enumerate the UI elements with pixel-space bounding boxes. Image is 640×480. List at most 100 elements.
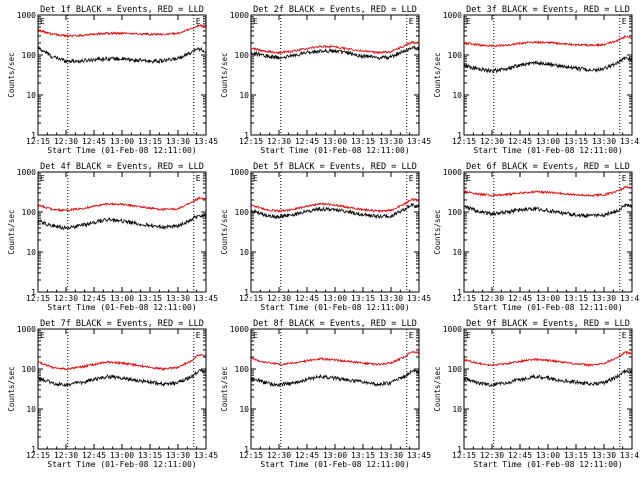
marker-label-right: E	[196, 17, 201, 26]
panel-title: Det 7f BLACK = Events, RED = LLD	[40, 319, 204, 329]
panel-7: Det 7f BLACK = Events, RED = LLD 1 10 100 10…	[7, 319, 218, 469]
x-tick-label: 12:15	[239, 294, 263, 303]
plot-frame	[463, 171, 633, 293]
x-tick-label: 12:45	[295, 294, 319, 303]
x-tick-label: 13:30	[379, 294, 403, 303]
y-tick-label: 100	[235, 51, 250, 60]
x-axis-label: Start Time (01-Feb-08 12:11:00)	[47, 303, 196, 312]
x-axis-label: Start Time (01-Feb-08 12:11:00)	[47, 460, 196, 469]
series-line-lld	[37, 23, 207, 38]
panel-title: Det 2f BLACK = Events, RED = LLD	[253, 5, 417, 15]
series-line-events	[463, 56, 633, 74]
y-tick-label: 10	[26, 405, 36, 414]
x-tick-label: 13:30	[166, 294, 190, 303]
x-tick-label: 13:00	[110, 294, 134, 303]
plot-frame	[463, 328, 633, 450]
marker-label-right: E	[196, 331, 201, 340]
x-tick-label: 13:45	[407, 137, 431, 146]
series-line-events	[250, 203, 420, 220]
x-tick-label: 13:45	[194, 137, 218, 146]
x-tick-label: 12:45	[82, 137, 106, 146]
x-tick-label: 13:00	[323, 137, 347, 146]
x-tick-label: 12:30	[54, 137, 78, 146]
series-line-events	[37, 368, 207, 388]
y-tick-label: 1000	[17, 11, 36, 20]
x-tick-label: 12:30	[267, 137, 291, 146]
x-tick-label: 13:45	[194, 294, 218, 303]
x-tick-label: 12:15	[26, 451, 50, 460]
x-tick-label: 13:15	[351, 294, 375, 303]
x-tick-label: 13:15	[564, 451, 588, 460]
series-line-events	[37, 45, 207, 65]
x-tick-label: 13:45	[194, 451, 218, 460]
series-line-lld	[37, 353, 207, 372]
x-tick-label: 12:30	[480, 137, 504, 146]
panel-title: Det 5f BLACK = Events, RED = LLD	[253, 162, 417, 172]
x-tick-label: 13:45	[407, 451, 431, 460]
panel-1: Det 1f BLACK = Events, RED = LLD 1 10 100 10…	[7, 5, 218, 155]
series-line-lld	[250, 197, 420, 214]
x-axis-label: Start Time (01-Feb-08 12:11:00)	[473, 303, 622, 312]
x-tick-label: 13:30	[166, 137, 190, 146]
x-tick-label: 12:45	[295, 137, 319, 146]
y-tick-label: 1	[31, 445, 36, 454]
x-tick-label: 12:30	[480, 451, 504, 460]
y-tick-label: 1000	[443, 168, 462, 177]
x-tick-label: 12:45	[508, 137, 532, 146]
plot-frame	[463, 14, 633, 136]
y-axis-label: Counts/sec	[220, 209, 229, 254]
x-axis-label: Start Time (01-Feb-08 12:11:00)	[47, 146, 196, 155]
y-tick-label: 10	[239, 248, 249, 257]
x-axis-label: Start Time (01-Feb-08 12:11:00)	[473, 146, 622, 155]
x-tick-label: 13:45	[407, 294, 431, 303]
x-axis-label: Start Time (01-Feb-08 12:11:00)	[473, 460, 622, 469]
x-tick-label: 12:45	[508, 451, 532, 460]
x-tick-label: 12:30	[54, 294, 78, 303]
y-tick-label: 1000	[230, 168, 249, 177]
x-tick-label: 13:00	[536, 294, 560, 303]
y-tick-label: 100	[22, 365, 37, 374]
y-tick-label: 1	[31, 288, 36, 297]
panel-title: Det 9f BLACK = Events, RED = LLD	[466, 319, 630, 329]
plot-frame	[37, 171, 207, 293]
panel-title: Det 3f BLACK = Events, RED = LLD	[466, 5, 630, 15]
series-line-lld	[37, 196, 207, 213]
x-tick-label: 13:00	[536, 451, 560, 460]
panel-4: Det 4f BLACK = Events, RED = LLD 1 10 100 10…	[7, 162, 218, 312]
y-tick-label: 100	[22, 208, 37, 217]
y-axis-label: Counts/sec	[433, 366, 442, 411]
y-tick-label: 100	[235, 208, 250, 217]
series-line-events	[250, 369, 420, 388]
x-tick-label: 12:45	[82, 294, 106, 303]
y-tick-label: 1	[244, 131, 249, 140]
marker-label-right: E	[409, 174, 414, 183]
marker-label-right: E	[622, 17, 627, 26]
series-line-lld	[250, 350, 420, 367]
y-tick-label: 1	[31, 131, 36, 140]
y-axis-label: Counts/sec	[7, 366, 16, 411]
series-line-events	[250, 46, 420, 61]
plot-frame	[250, 171, 420, 293]
panel-8: Det 8f BLACK = Events, RED = LLD 1 10 100 10…	[220, 319, 431, 469]
y-tick-label: 100	[448, 51, 463, 60]
y-tick-label: 1	[457, 288, 462, 297]
x-tick-label: 13:15	[564, 294, 588, 303]
panel-9: Det 9f BLACK = Events, RED = LLD 1 10 100 10…	[433, 319, 640, 469]
y-axis-label: Counts/sec	[220, 52, 229, 97]
series-line-events	[37, 213, 207, 231]
x-tick-label: 13:30	[379, 451, 403, 460]
y-tick-label: 1	[244, 288, 249, 297]
x-tick-label: 13:45	[620, 137, 640, 146]
x-axis-label: Start Time (01-Feb-08 12:11:00)	[260, 303, 409, 312]
x-tick-label: 12:30	[267, 294, 291, 303]
panel-title: Det 8f BLACK = Events, RED = LLD	[253, 319, 417, 329]
x-tick-label: 12:15	[452, 451, 476, 460]
y-tick-label: 1000	[17, 325, 36, 334]
series-line-lld	[250, 40, 420, 55]
y-axis-label: Counts/sec	[433, 209, 442, 254]
y-tick-label: 1	[244, 445, 249, 454]
x-tick-label: 12:30	[54, 451, 78, 460]
y-tick-label: 10	[452, 405, 462, 414]
y-tick-label: 1000	[443, 11, 462, 20]
